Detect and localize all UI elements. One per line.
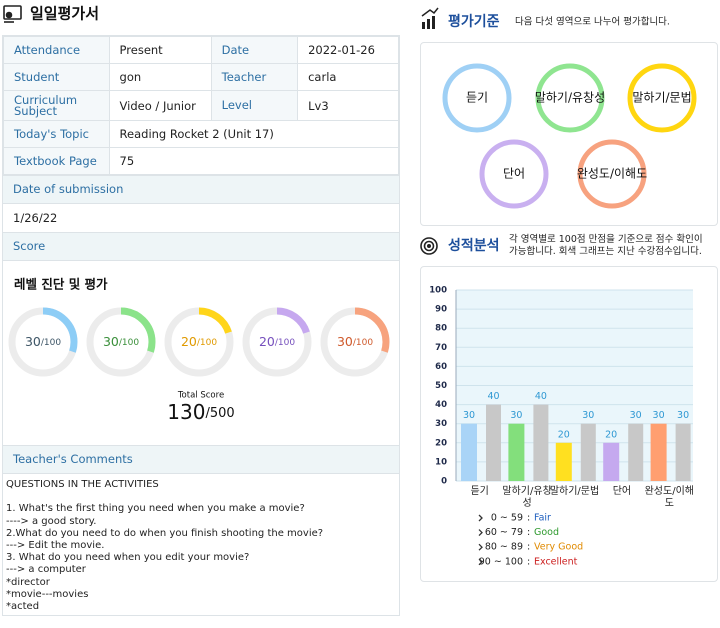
- x-tick-label: 완성도/이해도: [644, 486, 694, 509]
- info-label: Teacher: [210, 63, 299, 91]
- info-label: Level: [210, 90, 299, 121]
- comment-line: *acted: [6, 601, 40, 613]
- info-label: Textbook Page: [3, 147, 110, 175]
- comment-line: ---> a computer: [6, 564, 86, 576]
- comment-line: *movie---movies: [6, 588, 89, 600]
- comment-line: QUESTIONS IN THE ACTIVITIES: [6, 479, 159, 490]
- section-heading: Date of submission: [3, 175, 399, 204]
- x-tick-label: 듣기: [470, 486, 489, 497]
- info-row: Attendance Present Date 2022-01-26: [3, 36, 399, 64]
- comment-line: 1. What's the first thing you need when …: [6, 503, 305, 515]
- info-row: Curriculum Subject Video / Junior Level Lv3: [3, 90, 399, 121]
- info-label: Student: [3, 63, 110, 91]
- section-heading: Teacher's Comments: [3, 445, 399, 474]
- info-label: Attendance: [3, 36, 110, 64]
- info-row: Student gon Teacher carla: [3, 63, 399, 91]
- criteria-box: [420, 42, 718, 226]
- analysis-description: 각 영역별로 100점 만점을 기준으로 점수 확인이 가능합니다. 회색 그래…: [509, 234, 703, 257]
- analysis-icon: [420, 237, 438, 255]
- comment-line: 2.What do you need to do when you finish…: [6, 527, 324, 539]
- info-value: 2022-01-26: [297, 36, 399, 64]
- info-table: Attendance Present Date 2022-01-26 Student go…: [3, 36, 399, 175]
- info-row: Textbook Page 75: [3, 147, 399, 175]
- chart-box: [420, 266, 718, 582]
- submission-date: 1/26/22: [13, 211, 58, 225]
- x-tick-label: 말하기/유창성: [502, 486, 552, 509]
- report-icon: [3, 5, 22, 23]
- x-tick-label: 단어: [612, 486, 632, 497]
- info-value: carla: [297, 63, 399, 91]
- analysis-title: 성적분석: [448, 237, 500, 254]
- comments: QUESTIONS IN THE ACTIVITIES 1. What's the…: [3, 474, 399, 615]
- report-panel: Attendance Present Date 2022-01-26 Student go…: [2, 35, 400, 616]
- score-area: [3, 261, 399, 445]
- info-value: Lv3: [297, 90, 399, 121]
- info-value: Present: [108, 36, 212, 64]
- criteria-title: 평가기준: [448, 13, 500, 30]
- comment-line: 3. What do you need when you edit your m…: [6, 552, 250, 564]
- criteria-icon: [421, 7, 439, 29]
- info-value: gon: [108, 63, 212, 91]
- info-value: Video / Junior: [108, 90, 212, 121]
- info-label: Today's Topic: [3, 120, 110, 148]
- section-heading: Score: [3, 232, 399, 261]
- comment-line: *director: [6, 576, 50, 588]
- info-row: Today's Topic Reading Rocket 2 (Unit 17): [3, 120, 399, 148]
- comment-line: ---> Edit the movie.: [6, 540, 105, 551]
- info-label: Curriculum Subject: [3, 90, 110, 121]
- comment-line: ----> a good story.: [6, 515, 97, 527]
- page-title: 일일평가서: [30, 5, 99, 23]
- x-tick-label: 말하기/문법: [549, 486, 600, 497]
- info-value: Reading Rocket 2 (Unit 17): [108, 120, 399, 148]
- info-label: Date: [210, 36, 299, 64]
- criteria-description: 다음 다섯 영역으로 나누어 평가합니다.: [515, 17, 670, 28]
- info-value: 75: [108, 147, 399, 175]
